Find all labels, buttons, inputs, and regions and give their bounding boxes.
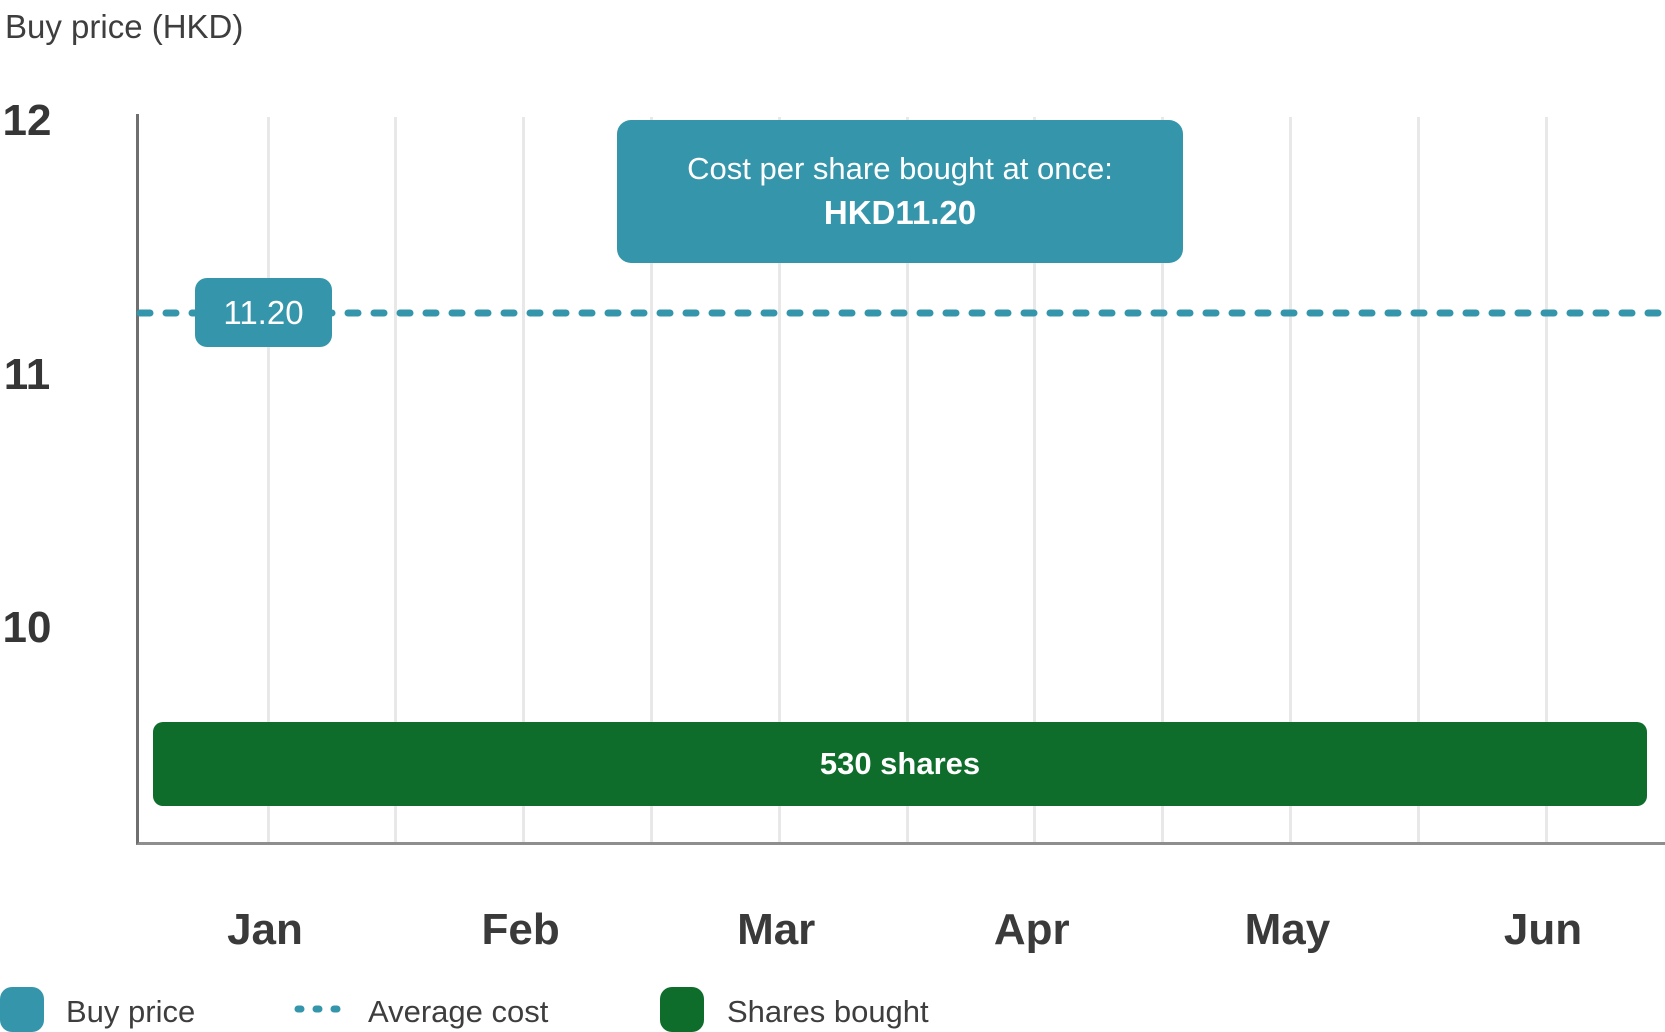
x-tick-jan: Jan [227, 905, 303, 954]
y-tick-10: 10 [2, 603, 52, 652]
x-tick-jun: Jun [1503, 905, 1583, 954]
gridline [394, 117, 398, 842]
x-tick-feb: Feb [481, 905, 560, 954]
gridline [1288, 117, 1292, 842]
buy-price-marker[interactable]: 11.20 [195, 278, 332, 347]
gridline [1033, 117, 1037, 842]
gridline [522, 117, 526, 842]
legend-average-cost-dash-icon[interactable] [293, 1002, 353, 1016]
shares-bar-label: 530 shares [819, 746, 981, 781]
gridline [1544, 117, 1548, 842]
y-tick-12: 12 [2, 96, 52, 145]
plot-area[interactable] [136, 114, 1665, 845]
legend-average-cost-label[interactable]: Average cost [368, 994, 549, 1029]
x-tick-mar: Mar [737, 905, 816, 954]
y-axis-title: Buy price (HKD) [5, 8, 244, 45]
x-tick-may: May [1244, 905, 1331, 954]
gridline [1416, 117, 1420, 842]
average-cost-dashed-line[interactable] [136, 307, 1665, 319]
buy-price-marker-label: 11.20 [223, 294, 304, 331]
gridline [649, 117, 653, 842]
y-tick-11: 11 [3, 350, 51, 399]
gridline [1161, 117, 1165, 842]
shares-bought-bar[interactable]: 530 shares [153, 722, 1647, 806]
legend-shares-bought-swatch[interactable] [660, 987, 704, 1032]
x-tick-apr: Apr [993, 905, 1070, 954]
legend-buy-price-swatch[interactable] [0, 987, 44, 1032]
gridline [777, 117, 781, 842]
tooltip-text: Cost per share bought at once: [687, 151, 1113, 186]
gridline [266, 117, 270, 842]
legend-shares-bought-label[interactable]: Shares bought [727, 994, 929, 1029]
tooltip-value: HKD11.20 [823, 194, 977, 231]
legend-buy-price-label[interactable]: Buy price [66, 994, 196, 1029]
cost-tooltip: Cost per share bought at once: HKD11.20 [617, 120, 1183, 263]
gridline [905, 117, 909, 842]
